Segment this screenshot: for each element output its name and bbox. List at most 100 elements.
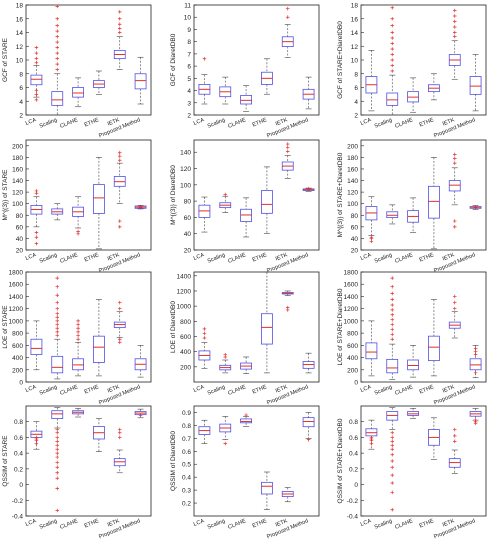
box-scaling [51, 203, 64, 221]
x-tick-label: Proposed Method [433, 384, 476, 406]
outlier-point [55, 23, 60, 28]
box-scaling [51, 4, 64, 116]
y-tick-label: 1400 [344, 294, 359, 301]
x-tick-label: ETHE [252, 252, 268, 263]
x-tick-label: ETHE [419, 384, 435, 395]
iqr-box [302, 417, 315, 428]
y-tick-label: 4 [19, 99, 23, 106]
outlier-point [55, 276, 60, 280]
box-ethe [428, 73, 440, 101]
y-tick-label: 14 [351, 30, 359, 37]
box-scaling [51, 276, 64, 380]
y-tick-label: 60 [184, 215, 192, 222]
iqr-box [469, 76, 482, 95]
y-axis-label: LOE of STARE+DiaretDB0 [337, 288, 344, 365]
y-tick-label: 40 [16, 236, 24, 243]
y-tick-label: 2 [19, 113, 23, 120]
outlier-point [452, 34, 457, 39]
outlier-point [452, 306, 457, 311]
y-tick-label: 200 [180, 364, 191, 371]
plot-frame [360, 271, 487, 383]
outlier-point [117, 427, 122, 432]
outlier-point [117, 300, 122, 305]
box-proposed-method [302, 76, 315, 110]
outlier-point [55, 56, 60, 61]
outlier-point [55, 284, 60, 289]
outlier-point [306, 437, 311, 442]
box-lca [30, 45, 43, 102]
outlier-point [285, 305, 290, 310]
iqr-box [386, 92, 399, 106]
y-tick-label: -0.4 [347, 514, 359, 521]
outlier-point [117, 154, 122, 159]
y-axis-label: GCF of STARE+DiaretDB0 [337, 21, 344, 99]
outlier-point [473, 205, 478, 209]
box-ietk [281, 487, 294, 503]
y-tick-label: 8 [19, 71, 23, 78]
y-tick-label: 0.4 [14, 451, 23, 458]
y-tick-label: 200 [12, 367, 23, 374]
iqr-box [93, 335, 105, 363]
y-tick-label: 0.9 [182, 410, 191, 417]
box-proposed-method [134, 408, 147, 419]
y-tick-label: 0.2 [182, 501, 191, 508]
box-proposed-method [302, 412, 315, 442]
y-tick-label: 10 [351, 58, 359, 65]
box-ethe [93, 299, 105, 377]
y-tick-label: 0 [354, 380, 358, 387]
y-tick-label: 80 [351, 213, 359, 220]
box-proposed-method [469, 54, 482, 112]
subplot-5: 20 40 60 80 100 120 140 M^{(3)} of DiaretDB0 LCA… [170, 139, 320, 274]
outlier-point [117, 225, 122, 229]
outlier-point [34, 51, 39, 55]
outlier-point [117, 22, 122, 27]
x-tick-label: LCA [25, 384, 38, 394]
y-tick-label: 160 [12, 166, 23, 173]
iqr-box [261, 481, 273, 495]
iqr-box [407, 359, 419, 371]
outlier-point [390, 41, 395, 46]
box-proposed-method [302, 187, 315, 192]
outlier-point [285, 15, 290, 20]
y-tick-label: 9 [187, 27, 191, 34]
outlier-point [452, 161, 457, 165]
plot-frame [193, 139, 320, 251]
outlier-point [390, 58, 395, 62]
x-tick-label: LCA [193, 252, 206, 262]
outlier-point [452, 294, 457, 299]
outlier-point [390, 507, 395, 512]
subplot-3: 2 4 6 8 10 12 14 16 18 GCF of STARE+DiaretDB0 LCA S… [337, 3, 487, 139]
outlier-point [390, 291, 395, 296]
outlier-point [76, 333, 80, 338]
outlier-point [55, 306, 60, 311]
outlier-point [473, 352, 478, 357]
box-scaling [219, 76, 232, 105]
box-ethe [261, 471, 273, 510]
outlier-point [117, 219, 122, 223]
y-tick-label: 200 [347, 367, 358, 374]
outlier-point [452, 25, 457, 29]
outlier-point [55, 300, 60, 305]
outlier-point [452, 300, 457, 305]
outlier-point [55, 311, 60, 316]
box-scaling [386, 204, 399, 225]
y-tick-label: 5 [187, 76, 191, 83]
x-tick-label: Proposed Method [98, 117, 141, 139]
outlier-point [76, 319, 80, 323]
box-lca [198, 327, 211, 369]
outlier-point [55, 67, 60, 72]
box-proposed-method [469, 345, 482, 379]
y-tick-label: 1200 [9, 306, 24, 313]
outlier-point [285, 6, 290, 11]
x-tick-label: Scaling [207, 518, 226, 530]
y-tick-label: -0.2 [347, 498, 359, 505]
iqr-box [448, 180, 461, 192]
x-tick-label: Proposed Method [98, 252, 141, 274]
outlier-point [390, 47, 395, 51]
outlier-point [390, 5, 395, 10]
x-tick-label: Scaling [374, 252, 393, 264]
outlier-point [34, 45, 39, 50]
y-tick-label: 1600 [9, 282, 24, 289]
